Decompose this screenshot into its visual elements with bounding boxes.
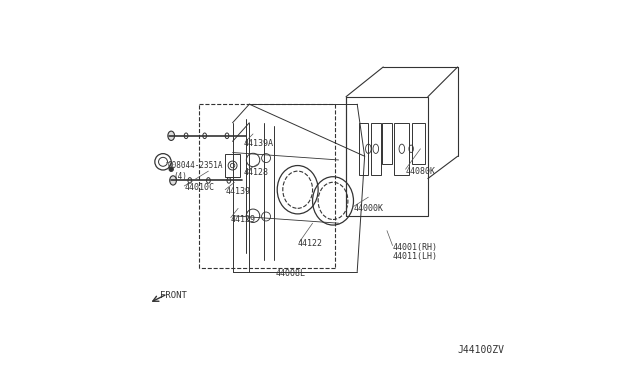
Text: 44008L: 44008L xyxy=(275,269,305,278)
Text: J44100ZV: J44100ZV xyxy=(458,345,504,355)
Text: 44011(LH): 44011(LH) xyxy=(392,252,438,261)
Bar xyxy=(346,97,428,216)
Text: (4): (4) xyxy=(173,172,187,181)
Bar xyxy=(359,123,369,175)
Bar xyxy=(371,123,381,175)
Text: 44128: 44128 xyxy=(244,169,269,177)
Text: FRONT: FRONT xyxy=(160,291,187,300)
Text: Ø08044-2351A: Ø08044-2351A xyxy=(168,161,223,170)
Text: 44001(RH): 44001(RH) xyxy=(392,243,438,252)
Text: 44129: 44129 xyxy=(231,215,256,224)
Ellipse shape xyxy=(168,131,175,141)
Text: 44000K: 44000K xyxy=(353,204,383,213)
Text: 44010C: 44010C xyxy=(184,183,214,192)
Bar xyxy=(412,123,425,164)
Text: 44139A: 44139A xyxy=(244,139,274,148)
Bar xyxy=(383,123,392,164)
Text: 44122: 44122 xyxy=(298,239,323,248)
Ellipse shape xyxy=(170,176,177,185)
Bar xyxy=(394,123,410,175)
Bar xyxy=(225,154,240,177)
Text: 44139: 44139 xyxy=(225,187,250,196)
Text: 44080K: 44080K xyxy=(406,167,436,176)
Circle shape xyxy=(169,167,173,171)
